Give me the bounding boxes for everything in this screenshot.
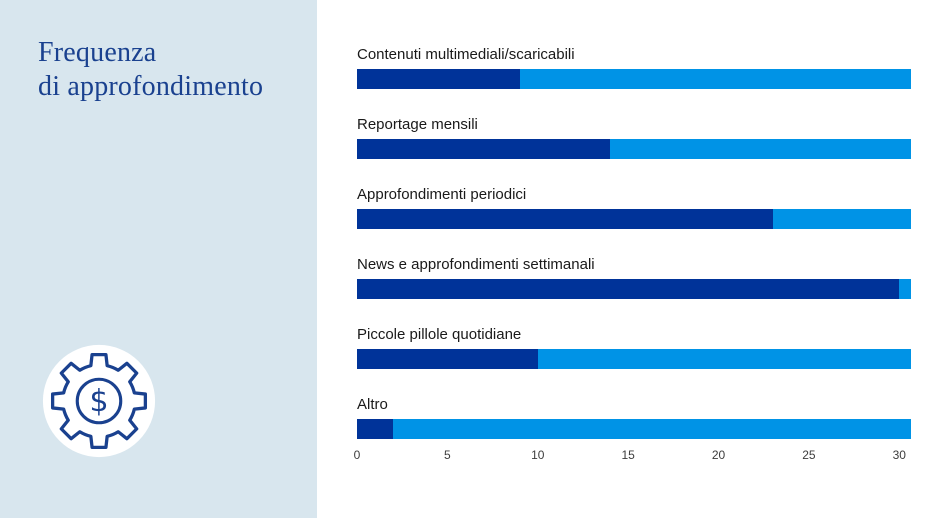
bar-track [357,419,911,439]
page-title: Frequenza di approfondimento [38,36,263,104]
bar-fill [357,69,520,89]
bar-track [357,69,911,89]
bar-row: Contenuti multimediali/scaricabili [357,46,911,89]
bar-row: Altro [357,396,911,439]
x-tick-label: 15 [621,448,635,462]
bar-track [357,209,911,229]
x-tick-label: 0 [353,448,361,462]
x-tick-label: 25 [802,448,816,462]
gear-dollar-svg: $ [42,344,156,458]
bar-label: Contenuti multimediali/scaricabili [357,46,575,63]
bar-row: News e approfondimenti settimanali [357,256,911,299]
bar-label: Reportage mensili [357,116,478,133]
bar-track [357,349,911,369]
bar-fill [357,209,773,229]
bar-label: Piccole pillole quotidiane [357,326,522,343]
bar-fill [357,139,611,159]
bar-fill [357,279,900,299]
bar-track [357,139,911,159]
x-tick-label: 5 [444,448,451,462]
bar-label: Altro [357,396,388,413]
bar-chart: Contenuti multimediali/scaricabili Report… [354,0,911,518]
svg-text:$: $ [89,384,108,419]
bar-row: Reportage mensili [357,116,911,159]
page-title-line2: di approfondimento [38,71,264,102]
bar-row: Approfondimenti periodici [357,186,911,229]
bar-row: Piccole pillole quotidiane [357,326,911,369]
x-tick-label: 20 [711,448,726,462]
gear-dollar-icon: $ [41,343,157,459]
page-title-line1: Frequenza [38,37,157,68]
bar-label: Approfondimenti periodici [357,186,527,203]
x-tick-label: 30 [892,448,906,462]
x-axis: 0 5 10 15 20 25 30 [354,448,911,464]
bar-fill [357,419,394,439]
bar-track [357,279,911,299]
bar-label: News e approfondimenti settimanali [357,256,595,273]
sidebar-panel: Frequenza di approfondimento $ [0,0,317,518]
bar-fill [357,349,538,369]
x-tick-label: 10 [531,448,545,462]
